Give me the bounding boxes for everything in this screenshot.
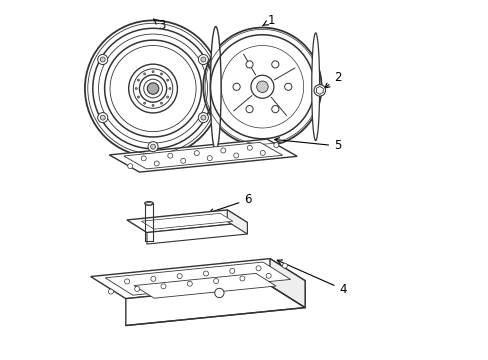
Circle shape (203, 271, 208, 276)
Circle shape (85, 21, 221, 157)
Polygon shape (147, 222, 247, 244)
Circle shape (166, 96, 168, 98)
Circle shape (98, 113, 107, 123)
Circle shape (150, 144, 155, 149)
Circle shape (134, 287, 140, 292)
Text: 6: 6 (208, 193, 251, 213)
Circle shape (313, 85, 325, 96)
Circle shape (213, 279, 218, 284)
Text: 5: 5 (274, 138, 341, 152)
Polygon shape (269, 258, 305, 307)
Polygon shape (109, 139, 297, 172)
Circle shape (124, 279, 129, 284)
Circle shape (245, 105, 253, 113)
Circle shape (207, 156, 212, 161)
Circle shape (137, 79, 139, 81)
Ellipse shape (311, 33, 319, 141)
Circle shape (284, 83, 291, 90)
Circle shape (250, 75, 273, 98)
Circle shape (247, 145, 252, 150)
Circle shape (141, 156, 146, 161)
Polygon shape (126, 210, 247, 233)
Circle shape (203, 28, 321, 146)
Polygon shape (105, 262, 290, 295)
Text: 3: 3 (153, 19, 165, 32)
Circle shape (147, 83, 159, 94)
Circle shape (137, 96, 139, 98)
Polygon shape (90, 258, 305, 299)
Circle shape (187, 281, 192, 286)
Circle shape (220, 148, 225, 153)
Circle shape (256, 81, 267, 93)
Text: 2: 2 (324, 71, 341, 88)
Circle shape (100, 115, 105, 120)
Circle shape (260, 150, 264, 156)
Circle shape (201, 57, 205, 62)
Circle shape (273, 143, 278, 148)
Circle shape (166, 79, 168, 81)
Circle shape (154, 161, 159, 166)
Circle shape (100, 57, 105, 62)
Circle shape (152, 104, 154, 107)
Circle shape (271, 61, 278, 68)
Polygon shape (227, 210, 247, 234)
Circle shape (181, 158, 185, 163)
Circle shape (148, 141, 158, 152)
Circle shape (135, 87, 137, 90)
Circle shape (127, 163, 132, 168)
Circle shape (139, 75, 166, 102)
Circle shape (256, 266, 261, 271)
Circle shape (167, 153, 172, 158)
Ellipse shape (210, 27, 221, 150)
Circle shape (214, 288, 224, 298)
Circle shape (160, 102, 162, 104)
Circle shape (143, 73, 145, 75)
Polygon shape (123, 142, 282, 169)
Circle shape (233, 153, 238, 158)
Circle shape (128, 64, 177, 113)
Circle shape (194, 150, 199, 156)
Circle shape (177, 274, 182, 279)
Circle shape (201, 115, 205, 120)
Circle shape (233, 83, 240, 90)
Circle shape (160, 73, 162, 75)
Text: 4: 4 (277, 260, 346, 296)
Polygon shape (141, 213, 232, 229)
Circle shape (143, 102, 145, 104)
Circle shape (265, 273, 271, 278)
Circle shape (152, 71, 154, 73)
Circle shape (271, 105, 278, 113)
Circle shape (198, 54, 208, 64)
Text: 1: 1 (262, 14, 275, 27)
Circle shape (245, 61, 253, 68)
Circle shape (168, 87, 171, 90)
Polygon shape (125, 281, 305, 325)
Circle shape (229, 269, 234, 273)
Circle shape (198, 113, 208, 123)
Polygon shape (134, 273, 276, 298)
Ellipse shape (144, 202, 153, 205)
Circle shape (151, 276, 156, 281)
Circle shape (98, 54, 107, 64)
Circle shape (108, 289, 113, 294)
Circle shape (240, 276, 244, 281)
Circle shape (161, 284, 165, 289)
Circle shape (282, 263, 287, 268)
